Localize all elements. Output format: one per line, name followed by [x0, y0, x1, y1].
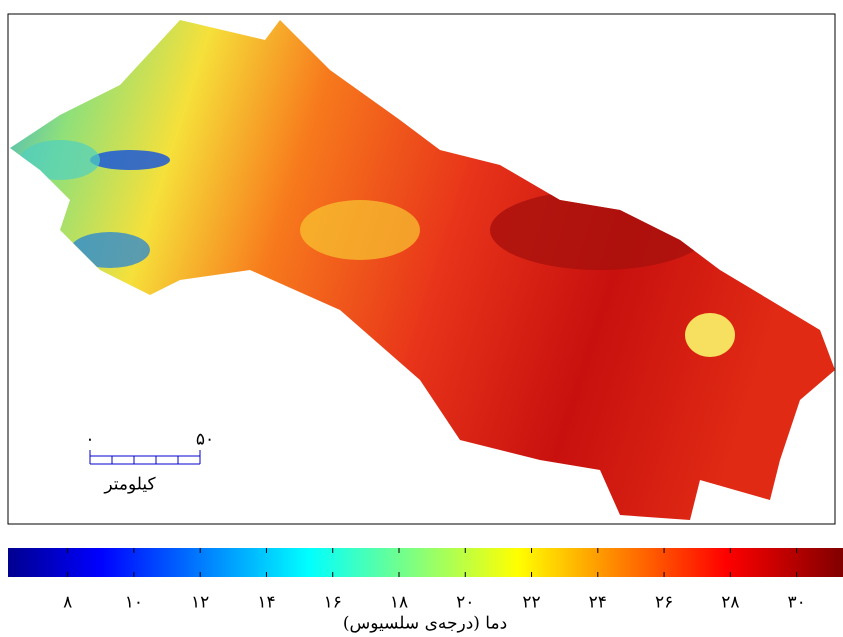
- scale-start: ۰: [85, 430, 94, 450]
- tick-label: ۱۴: [257, 593, 275, 613]
- tick-label: ۱۲: [191, 593, 209, 613]
- colorbar: [8, 548, 843, 577]
- scale-unit: کیلومتر: [103, 475, 156, 495]
- tick-label: ۲۶: [655, 593, 673, 613]
- tick-label: ۱۸: [390, 593, 408, 613]
- tick-label: ۳۰: [787, 593, 805, 613]
- tick-label: ۸: [63, 593, 72, 613]
- tick-label: ۲۲: [522, 593, 540, 613]
- scale-ticks: [89, 450, 201, 464]
- scale-end: ۵۰: [196, 430, 214, 450]
- tick-label: ۲۸: [721, 593, 739, 613]
- tick-label: ۱۰: [125, 593, 143, 613]
- colorbar-label: دما (درجه‌ی سلسیوس): [343, 614, 507, 634]
- scale-bar: ۰ ۵۰ کیلومتر: [85, 430, 214, 495]
- tick-label: ۱۶: [324, 593, 342, 613]
- tick-label: ۲۰: [456, 593, 474, 613]
- tick-label: ۲۴: [589, 593, 607, 613]
